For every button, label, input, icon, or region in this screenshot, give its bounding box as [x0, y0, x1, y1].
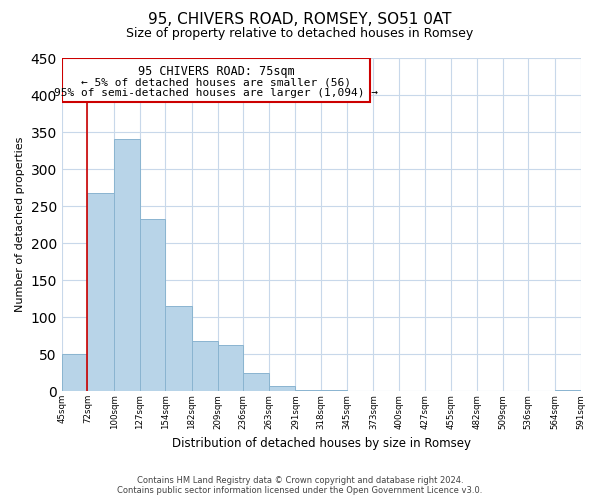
Bar [114, 140, 140, 391]
FancyBboxPatch shape [62, 58, 370, 102]
Bar [62, 354, 88, 391]
Bar [295, 390, 321, 391]
Text: 95, CHIVERS ROAD, ROMSEY, SO51 0AT: 95, CHIVERS ROAD, ROMSEY, SO51 0AT [148, 12, 452, 28]
Bar [321, 390, 347, 391]
Text: 95% of semi-detached houses are larger (1,094) →: 95% of semi-detached houses are larger (… [54, 88, 378, 98]
Text: 95 CHIVERS ROAD: 75sqm: 95 CHIVERS ROAD: 75sqm [138, 66, 295, 78]
Bar [88, 192, 114, 391]
Y-axis label: Number of detached properties: Number of detached properties [15, 137, 25, 312]
Bar [166, 306, 192, 391]
Bar [140, 220, 166, 391]
X-axis label: Distribution of detached houses by size in Romsey: Distribution of detached houses by size … [172, 437, 470, 450]
Bar [555, 390, 580, 391]
Text: Contains HM Land Registry data © Crown copyright and database right 2024.
Contai: Contains HM Land Registry data © Crown c… [118, 476, 482, 495]
Bar [218, 345, 243, 391]
Bar [192, 340, 218, 391]
Bar [269, 386, 295, 391]
Text: ← 5% of detached houses are smaller (56): ← 5% of detached houses are smaller (56) [81, 77, 351, 87]
Bar [243, 372, 269, 391]
Text: Size of property relative to detached houses in Romsey: Size of property relative to detached ho… [127, 28, 473, 40]
